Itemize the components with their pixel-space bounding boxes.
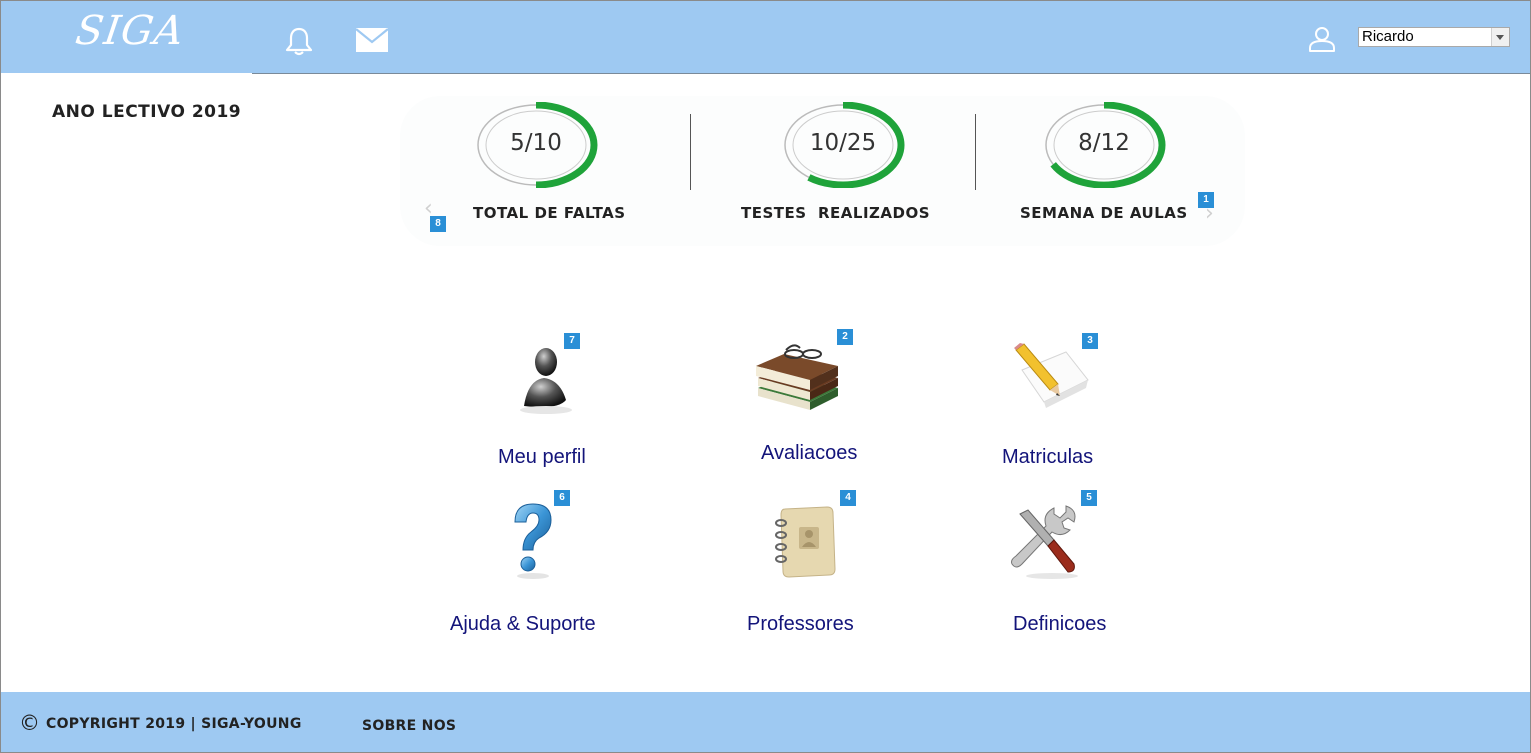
chevron-right-icon[interactable]: › xyxy=(1205,201,1214,226)
question-mark-icon[interactable] xyxy=(505,500,559,580)
footer-bar xyxy=(1,692,1530,752)
copyright-icon: © xyxy=(19,711,40,735)
stat-ring-semana xyxy=(1045,102,1166,188)
stat-ring-testes xyxy=(784,102,905,188)
stat-caption-testes: TESTES REALIZADOS xyxy=(741,204,931,222)
stat-value-faltas: 5/10 xyxy=(510,130,562,156)
hotkey-badge: 2 xyxy=(837,329,853,345)
menu-label-meu-perfil[interactable]: Meu perfil xyxy=(498,446,586,468)
bell-icon[interactable] xyxy=(283,26,315,56)
about-link[interactable]: SOBRE NOS xyxy=(362,718,457,734)
hotkey-badge: 3 xyxy=(1082,333,1098,349)
address-book-icon[interactable] xyxy=(771,503,841,581)
stats-carousel xyxy=(400,96,1245,246)
person-icon[interactable] xyxy=(508,340,578,416)
stat-value-testes: 10/25 xyxy=(809,130,877,156)
hotkey-badge: 8 xyxy=(430,216,446,232)
menu-label-ajuda-suporte[interactable]: Ajuda & Suporte xyxy=(450,613,596,635)
hotkey-badge: 6 xyxy=(554,490,570,506)
chevron-down-icon[interactable] xyxy=(1491,28,1509,46)
academic-year-label: ANO LECTIVO 2019 xyxy=(52,102,242,122)
hotkey-badge: 7 xyxy=(564,333,580,349)
stat-caption-semana: SEMANA DE AULAS xyxy=(1020,204,1188,222)
user-select-value: Ricardo xyxy=(1362,28,1414,45)
envelope-icon[interactable] xyxy=(355,27,389,53)
stat-value-semana: 8/12 xyxy=(1078,130,1130,156)
menu-label-avaliacoes[interactable]: Avaliacoes xyxy=(761,442,858,464)
books-icon[interactable] xyxy=(750,340,844,416)
tools-icon[interactable] xyxy=(1008,500,1084,580)
user-icon[interactable] xyxy=(1308,26,1336,52)
stat-ring-faltas xyxy=(477,102,598,188)
copyright-text: COPYRIGHT 2019 | SIGA-YOUNG xyxy=(46,716,302,732)
top-bar xyxy=(1,1,1530,73)
pencil-paper-icon[interactable] xyxy=(1008,340,1094,412)
app-logo[interactable]: SIGA xyxy=(72,8,188,54)
stats-divider xyxy=(690,114,691,190)
hotkey-badge: 4 xyxy=(840,490,856,506)
hotkey-badge: 5 xyxy=(1081,490,1097,506)
user-select[interactable]: Ricardo xyxy=(1358,27,1510,47)
header-divider xyxy=(252,73,1530,74)
menu-label-definicoes[interactable]: Definicoes xyxy=(1013,613,1107,635)
chevron-left-icon[interactable]: ‹ xyxy=(424,196,433,221)
stat-caption-faltas: TOTAL DE FALTAS xyxy=(473,204,626,222)
menu-label-matriculas[interactable]: Matriculas xyxy=(1002,446,1094,468)
hotkey-badge: 1 xyxy=(1198,192,1214,208)
stats-divider xyxy=(975,114,976,190)
menu-label-professores[interactable]: Professores xyxy=(747,613,854,635)
